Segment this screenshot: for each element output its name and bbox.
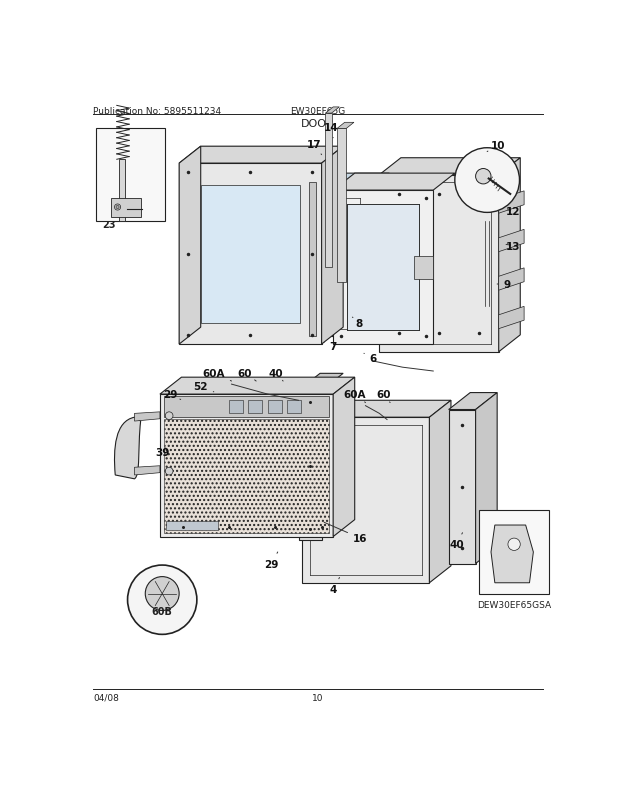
Polygon shape bbox=[476, 393, 497, 564]
Circle shape bbox=[115, 205, 121, 211]
Polygon shape bbox=[201, 147, 343, 328]
Polygon shape bbox=[287, 401, 301, 414]
Text: 10: 10 bbox=[312, 693, 324, 702]
Polygon shape bbox=[333, 174, 455, 191]
Text: 29: 29 bbox=[162, 390, 180, 400]
Polygon shape bbox=[303, 418, 430, 583]
Polygon shape bbox=[326, 107, 339, 114]
Text: 4: 4 bbox=[329, 577, 340, 594]
Text: 13: 13 bbox=[506, 241, 521, 251]
Polygon shape bbox=[135, 412, 160, 422]
Circle shape bbox=[508, 538, 520, 551]
Polygon shape bbox=[498, 230, 524, 253]
Circle shape bbox=[145, 577, 179, 611]
Polygon shape bbox=[298, 374, 343, 391]
Text: 04/08: 04/08 bbox=[93, 693, 119, 702]
Circle shape bbox=[455, 148, 520, 213]
Polygon shape bbox=[337, 124, 354, 129]
Polygon shape bbox=[347, 205, 419, 330]
Polygon shape bbox=[322, 147, 343, 345]
Polygon shape bbox=[498, 159, 520, 352]
Polygon shape bbox=[275, 191, 368, 337]
Polygon shape bbox=[201, 185, 300, 323]
Polygon shape bbox=[249, 401, 262, 414]
Text: EW30EF65G: EW30EF65G bbox=[290, 107, 345, 116]
Polygon shape bbox=[430, 401, 451, 583]
Text: 40: 40 bbox=[268, 368, 283, 382]
Polygon shape bbox=[166, 521, 218, 531]
PathPatch shape bbox=[115, 418, 141, 480]
Polygon shape bbox=[179, 147, 201, 345]
Text: 40: 40 bbox=[449, 533, 464, 549]
FancyBboxPatch shape bbox=[479, 510, 549, 594]
Text: 60: 60 bbox=[376, 390, 391, 403]
Polygon shape bbox=[379, 159, 520, 176]
Text: 10: 10 bbox=[487, 140, 505, 152]
Text: 20: 20 bbox=[491, 585, 505, 595]
Polygon shape bbox=[414, 256, 433, 279]
Polygon shape bbox=[112, 199, 141, 218]
Text: 39: 39 bbox=[155, 448, 169, 457]
Polygon shape bbox=[337, 129, 346, 283]
Text: 8: 8 bbox=[352, 318, 363, 328]
Text: 60: 60 bbox=[237, 368, 256, 382]
Text: Publication No: 5895511234: Publication No: 5895511234 bbox=[93, 107, 221, 116]
Polygon shape bbox=[160, 395, 333, 537]
Polygon shape bbox=[498, 307, 524, 330]
Circle shape bbox=[166, 412, 173, 420]
Text: 52: 52 bbox=[193, 382, 214, 392]
Text: eReplacementParts.com: eReplacementParts.com bbox=[219, 390, 355, 399]
Polygon shape bbox=[326, 114, 332, 268]
Circle shape bbox=[116, 206, 119, 209]
Text: 23: 23 bbox=[102, 219, 116, 229]
Text: 6: 6 bbox=[364, 354, 377, 363]
Polygon shape bbox=[449, 393, 497, 410]
Text: DEW30EF65GSA: DEW30EF65GSA bbox=[477, 601, 551, 610]
Polygon shape bbox=[160, 378, 355, 395]
Text: 60B: 60B bbox=[152, 606, 172, 617]
Text: 60A: 60A bbox=[203, 368, 231, 382]
Polygon shape bbox=[275, 174, 389, 191]
Polygon shape bbox=[179, 164, 322, 345]
Polygon shape bbox=[229, 401, 243, 414]
Polygon shape bbox=[179, 147, 343, 164]
Polygon shape bbox=[298, 391, 322, 541]
Polygon shape bbox=[491, 525, 533, 583]
Polygon shape bbox=[449, 410, 476, 564]
Text: 14: 14 bbox=[324, 123, 338, 139]
Text: 16: 16 bbox=[324, 523, 367, 544]
Polygon shape bbox=[309, 183, 316, 337]
Circle shape bbox=[128, 565, 197, 634]
Text: DOOR: DOOR bbox=[301, 119, 335, 128]
Text: 7: 7 bbox=[324, 341, 337, 351]
Text: 17: 17 bbox=[306, 140, 322, 156]
Text: 29: 29 bbox=[264, 553, 279, 569]
Polygon shape bbox=[379, 176, 498, 352]
Polygon shape bbox=[164, 396, 329, 418]
Circle shape bbox=[166, 468, 173, 476]
Polygon shape bbox=[498, 269, 524, 291]
Text: 9: 9 bbox=[497, 280, 511, 290]
Polygon shape bbox=[333, 191, 433, 345]
FancyBboxPatch shape bbox=[119, 160, 125, 221]
Polygon shape bbox=[333, 378, 355, 537]
Text: 12: 12 bbox=[506, 207, 521, 217]
Polygon shape bbox=[498, 192, 524, 214]
Polygon shape bbox=[303, 401, 451, 418]
Polygon shape bbox=[164, 419, 329, 533]
Polygon shape bbox=[268, 401, 281, 414]
Polygon shape bbox=[135, 466, 160, 476]
FancyBboxPatch shape bbox=[96, 129, 166, 221]
Circle shape bbox=[476, 169, 491, 184]
Text: 60A: 60A bbox=[343, 390, 366, 403]
